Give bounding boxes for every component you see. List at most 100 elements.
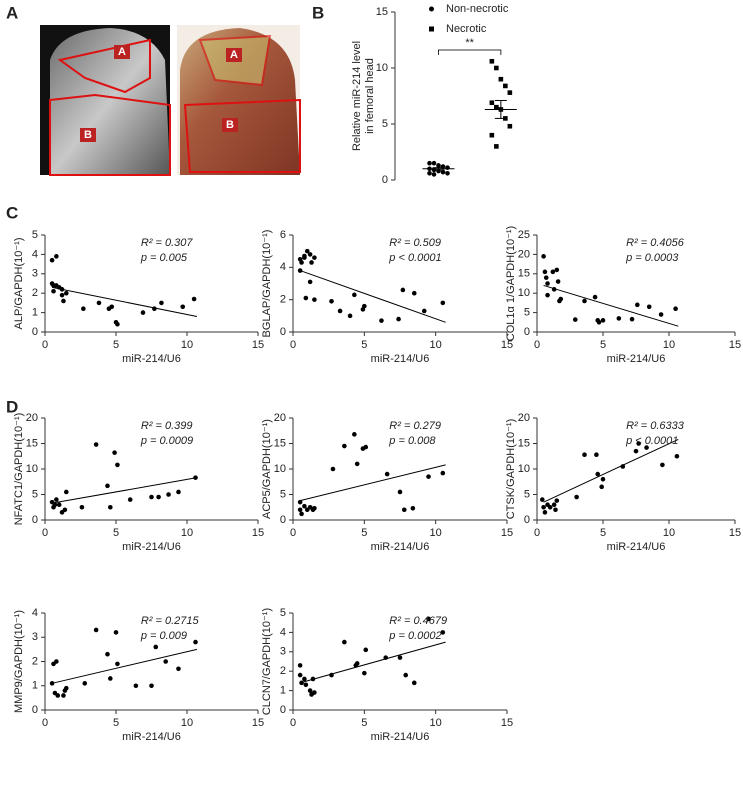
point — [635, 302, 640, 308]
y-tick-label: 0 — [524, 514, 530, 526]
point — [115, 661, 120, 667]
point — [363, 647, 369, 653]
y-tick-label: 5 — [32, 229, 38, 241]
x-tick-label: 0 — [290, 527, 296, 539]
point — [440, 169, 446, 175]
point — [163, 659, 168, 664]
x-tick-label: 0 — [534, 339, 540, 351]
y-tick-label: 15 — [376, 6, 388, 18]
trend-line — [300, 464, 446, 502]
point — [594, 452, 599, 458]
point — [646, 304, 652, 310]
y-tick-label: 2 — [32, 655, 38, 667]
significance-bracket — [438, 49, 502, 55]
y-axis-label: BGLAP/GAPDH(10⁻¹) — [261, 230, 273, 338]
y-tick-label: 1 — [32, 307, 38, 319]
point — [554, 498, 560, 503]
y-tick-label: 5 — [32, 488, 38, 500]
point — [543, 275, 549, 280]
legend-label: Necrotic — [446, 23, 487, 35]
y-tick-label: 15 — [26, 437, 38, 449]
point — [574, 494, 579, 500]
legend-marker — [429, 26, 434, 32]
x-tick-label: 5 — [361, 717, 367, 729]
x-tick-label: 15 — [501, 339, 513, 351]
point — [108, 504, 113, 510]
point — [307, 279, 313, 285]
x-tick-label: 10 — [430, 339, 442, 351]
point — [64, 685, 69, 691]
panel-label: C — [6, 203, 18, 222]
point — [636, 441, 641, 446]
point — [494, 65, 499, 71]
point — [436, 163, 441, 168]
photo-micro-ct: A B — [40, 25, 171, 176]
point — [503, 83, 508, 89]
annotation: p = 0.005 — [140, 252, 188, 264]
point — [595, 471, 601, 477]
point — [582, 298, 587, 304]
point — [427, 170, 432, 176]
y-axis-label: Relative miR-214 level — [351, 41, 363, 151]
y-tick-label: 5 — [280, 607, 286, 619]
point — [312, 297, 317, 302]
y-tick-label: 6 — [280, 229, 286, 241]
point — [61, 693, 66, 698]
point — [542, 269, 548, 275]
point — [342, 639, 347, 645]
y-axis-label: NFATC1/GAPDH(10⁻¹) — [13, 413, 25, 526]
x-tick-label: 15 — [252, 717, 264, 729]
point — [166, 492, 171, 497]
y-tick-label: 2 — [280, 665, 286, 677]
point — [51, 288, 56, 294]
y-tick-label: 0 — [280, 326, 286, 338]
point — [582, 452, 587, 458]
point — [354, 461, 360, 467]
point — [61, 298, 66, 304]
point — [600, 476, 606, 482]
point — [140, 310, 146, 315]
point — [81, 306, 86, 312]
image-label: B — [84, 129, 92, 141]
x-tick-label: 15 — [729, 339, 741, 351]
y-tick-label: 0 — [32, 326, 38, 338]
annotation: p = 0.009 — [140, 630, 187, 642]
y-tick-label: 10 — [26, 463, 38, 475]
x-tick-label: 5 — [361, 527, 367, 539]
point — [554, 267, 560, 273]
point — [440, 470, 446, 476]
point — [176, 666, 181, 672]
x-tick-label: 0 — [42, 527, 48, 539]
point — [363, 444, 369, 450]
x-tick-label: 15 — [501, 717, 513, 729]
point — [52, 502, 58, 508]
y-tick-label: 20 — [518, 412, 530, 424]
photo-histology: A B — [177, 25, 301, 175]
point — [127, 497, 133, 502]
trend-line — [52, 477, 198, 504]
trend-line — [299, 641, 446, 684]
point — [79, 504, 85, 510]
annotation: R² = 0.399 — [141, 420, 193, 432]
point — [62, 507, 68, 513]
point — [105, 483, 110, 489]
x-tick-label: 5 — [361, 339, 367, 351]
x-tick-label: 15 — [252, 527, 264, 539]
y-tick-label: 5 — [524, 307, 530, 319]
point — [557, 298, 562, 304]
point — [49, 257, 55, 263]
y-tick-label: 10 — [518, 463, 530, 475]
point — [299, 511, 304, 517]
point — [660, 462, 665, 468]
point — [427, 160, 432, 166]
point — [410, 505, 416, 511]
y-axis-label: MMP9/GAPDH(10⁻¹) — [13, 610, 25, 713]
trend-line — [299, 270, 446, 323]
point — [572, 317, 578, 322]
point — [550, 269, 556, 275]
point — [421, 308, 427, 314]
y-tick-label: 4 — [280, 261, 286, 273]
point — [297, 507, 303, 513]
point — [115, 462, 120, 468]
point — [445, 170, 450, 176]
